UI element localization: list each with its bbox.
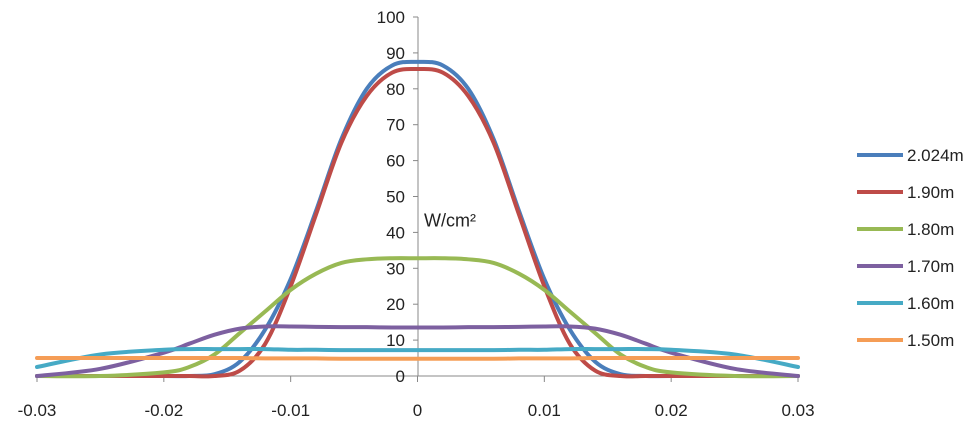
x-tick-label: -0.03 — [18, 401, 57, 420]
x-tick-label: 0.02 — [655, 401, 688, 420]
legend: 2.024m 1.90m 1.80m 1.70m 1.60m 1.50m — [857, 146, 964, 350]
legend-label: 1.70m — [907, 257, 954, 276]
y-tick-label: 80 — [386, 80, 405, 99]
y-tick-label: 100 — [377, 8, 405, 27]
series-line-1.70m — [35, 324, 800, 378]
y-tick-label: 70 — [386, 116, 405, 135]
legend-label: 1.50m — [907, 331, 954, 350]
axes: -0.03 -0.02 -0.01 0 0.01 0.02 0.03 0 10 20 30 40 50 6… — [18, 8, 815, 420]
legend-label: 2.024m — [907, 146, 964, 165]
series-lines — [35, 59, 800, 379]
series-line-1.50m — [35, 356, 800, 361]
y-tick-label: 90 — [386, 44, 405, 63]
y-tick-label: 30 — [386, 259, 405, 278]
series-line-1.90m — [35, 66, 800, 379]
series-line-1.80m — [35, 256, 800, 379]
series-line-1.60m — [35, 347, 800, 370]
x-tick-label: -0.01 — [271, 401, 310, 420]
x-tick-label: -0.02 — [144, 401, 183, 420]
legend-label: 1.90m — [907, 183, 954, 202]
y-tick-label: 10 — [386, 331, 405, 350]
y-tick-label: 20 — [386, 295, 405, 314]
legend-label: 1.60m — [907, 294, 954, 313]
x-tick-label: 0.03 — [781, 401, 814, 420]
x-tick-label: 0.01 — [528, 401, 561, 420]
legend-label: 1.80m — [907, 220, 954, 239]
y-tick-label: 60 — [386, 152, 405, 171]
y-tick-label: 0 — [396, 367, 405, 386]
y-tick-label: 40 — [386, 223, 405, 242]
x-tick-label: 0 — [413, 401, 422, 420]
y-unit-label: W/cm² — [424, 210, 476, 230]
y-tick-label: 50 — [386, 188, 405, 207]
